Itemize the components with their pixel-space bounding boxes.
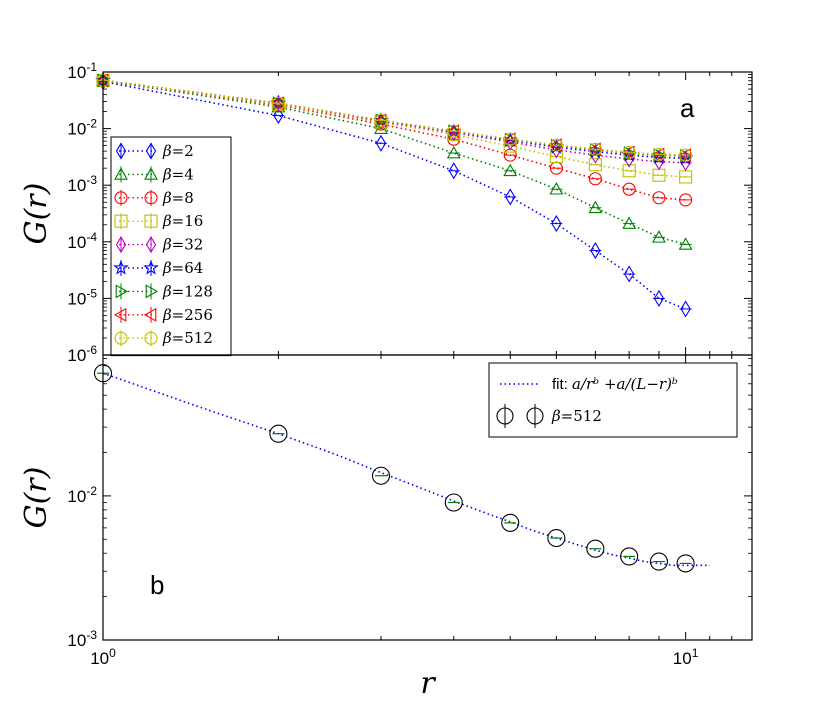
data-point xyxy=(622,182,636,196)
panel-a: 10-1 10-2 10-3 10-4 10-5 10-6 β=2 β=4 β=8 β=16 β=3… xyxy=(19,60,753,365)
series-β=512 xyxy=(96,73,693,162)
legend-marker xyxy=(113,307,127,322)
legend-entry: β=32 xyxy=(115,236,203,254)
legend-entry: β=64 xyxy=(113,259,203,277)
data-point xyxy=(679,193,693,207)
data-point xyxy=(375,134,387,152)
data-point xyxy=(588,158,602,172)
y-tick-label: 10-3 xyxy=(67,173,97,195)
legend-entry: β=4 xyxy=(114,165,194,183)
legend-label: β=32 xyxy=(162,236,203,254)
legend-label: β=16 xyxy=(162,212,203,230)
data-point xyxy=(622,145,636,159)
legend-marker xyxy=(143,307,157,322)
legend-entry: β=128 xyxy=(115,282,213,300)
y-tick-label: 10-3 xyxy=(67,628,97,650)
legend-entry: β=8 xyxy=(114,189,194,207)
x-tick-label: 101 xyxy=(673,646,699,668)
data-point xyxy=(653,289,665,307)
legend-entry: β=16 xyxy=(114,212,203,230)
data-point xyxy=(678,237,693,250)
data-point xyxy=(547,528,566,548)
data-point xyxy=(588,200,603,214)
legend-marker xyxy=(145,284,159,299)
y-tick-label: 10-2 xyxy=(67,117,97,139)
data-point xyxy=(680,300,691,318)
legend-entry: β=2 xyxy=(115,142,194,160)
data-point xyxy=(503,163,518,177)
data-point xyxy=(588,172,602,186)
data-point xyxy=(273,106,284,125)
data-point xyxy=(549,138,563,152)
data-point xyxy=(446,145,461,159)
data-point xyxy=(622,164,636,178)
x-axis-label: r xyxy=(420,666,436,701)
series-line xyxy=(102,80,686,310)
data-point xyxy=(448,162,459,180)
legend-label: β=512 xyxy=(162,329,213,347)
data-point xyxy=(620,547,639,566)
data-point xyxy=(503,132,517,146)
y-tick-label: 10-4 xyxy=(67,230,97,252)
y-axis-label-a: G(r) xyxy=(19,183,54,245)
data-point xyxy=(505,188,516,206)
data-point xyxy=(652,147,666,161)
legend-label: β=128 xyxy=(162,282,213,300)
legend-box xyxy=(110,136,232,357)
data-point xyxy=(676,554,695,573)
panel-label-b: b xyxy=(150,570,164,600)
legend-marker xyxy=(115,284,129,299)
data-point xyxy=(371,466,391,485)
legend-a: β=2 β=4 β=8 β=16 β=32 β=64 β=128 β=256 β=512 xyxy=(110,136,232,357)
y-tick-label: 10-5 xyxy=(67,286,97,308)
legend-box xyxy=(488,362,738,438)
data-point xyxy=(271,96,285,110)
legend-label: β=256 xyxy=(162,306,213,324)
legend-label: β=64 xyxy=(162,259,203,277)
data-point xyxy=(649,552,669,571)
panel-label-a: a xyxy=(680,93,695,123)
data-point xyxy=(679,148,693,162)
data-point xyxy=(501,513,520,532)
data-point xyxy=(590,241,601,260)
legend-entry: β=512 xyxy=(114,329,213,347)
data-point xyxy=(652,230,666,243)
legend-label: β=512 xyxy=(551,407,602,425)
y-tick-label: 10-1 xyxy=(67,60,97,82)
data-point xyxy=(624,265,635,283)
y-axis-label-b: G(r) xyxy=(19,467,54,529)
series-line xyxy=(102,79,686,201)
data-point xyxy=(444,493,463,512)
x-tick-label: 100 xyxy=(90,646,116,668)
data-point xyxy=(551,214,562,233)
data-point xyxy=(549,182,564,195)
series-line xyxy=(102,79,686,246)
legend-label: β=2 xyxy=(162,142,194,160)
data-point xyxy=(588,142,602,156)
legend-fit-label: fit: a/rᵇ +a/(L−r)ᵇ xyxy=(552,375,678,393)
legend-entry: β=256 xyxy=(113,306,213,324)
data-point xyxy=(586,539,605,558)
y-tick-label: 10-6 xyxy=(67,343,97,365)
data-point xyxy=(622,216,637,229)
data-point xyxy=(374,113,388,127)
panel-b-frame xyxy=(102,354,753,641)
y-tick-label: 10-2 xyxy=(67,484,97,506)
legend-b: fit: a/rᵇ +a/(L−r)ᵇ β=512 xyxy=(488,362,738,438)
data-point xyxy=(447,124,461,138)
legend-label: β=8 xyxy=(162,189,194,207)
data-point xyxy=(652,191,666,205)
series-line xyxy=(102,79,686,178)
legend-label: β=4 xyxy=(162,165,194,183)
data-point xyxy=(269,424,288,443)
